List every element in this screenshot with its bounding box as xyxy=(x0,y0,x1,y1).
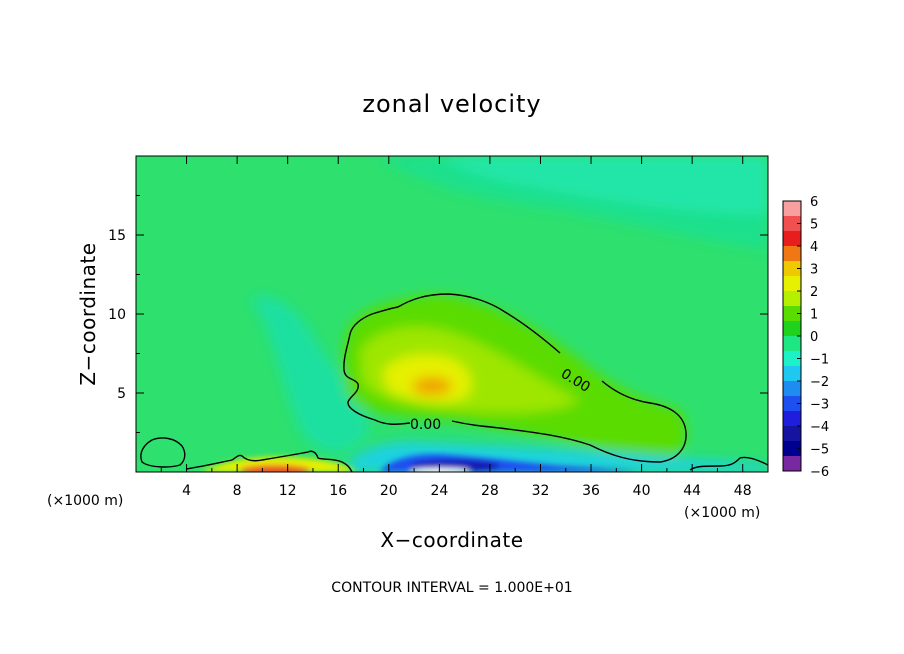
colorbar-swatch xyxy=(783,306,801,322)
colorbar-swatch xyxy=(783,321,801,337)
x-axis: 4 8 12 16 20 24 28 32 36 40 44 48 xyxy=(160,156,752,499)
contour-zero-left xyxy=(140,437,186,468)
colorbar-label: −3 xyxy=(810,398,829,413)
colorbar-swatch xyxy=(783,216,801,232)
x-tick-label: 40 xyxy=(633,483,651,499)
colorbar-swatch xyxy=(783,411,801,427)
contour-zero-surface xyxy=(185,450,768,472)
contour-zero-main xyxy=(343,293,687,463)
colorbar-swatch xyxy=(783,261,801,277)
contour-interval-note: CONTOUR INTERVAL = 1.000E+01 xyxy=(331,580,572,596)
colorbar-swatch xyxy=(783,336,801,352)
colorbar-swatch xyxy=(783,396,801,412)
y-tick-label: 10 xyxy=(108,307,126,323)
field-left-negative xyxy=(250,296,370,453)
colorbar-swatch xyxy=(783,276,801,292)
x-tick-label: 28 xyxy=(481,483,499,499)
x-tick-label: 16 xyxy=(329,483,347,499)
x-tick-label: 4 xyxy=(182,483,191,499)
colorbar-label: 3 xyxy=(810,263,818,278)
field-positive-peak xyxy=(412,377,452,395)
colorbar-label: 4 xyxy=(810,240,818,255)
y-tick-label: 5 xyxy=(117,386,126,402)
colorbar-swatch xyxy=(783,201,801,217)
chart-title: zonal velocity xyxy=(362,90,541,118)
colorbar-swatch xyxy=(783,366,801,382)
colorbar: 6 5 4 3 2 1 0 −1 −2 −3 −4 −5 −6 xyxy=(782,195,829,480)
y-axis-label: Z−coordinate xyxy=(76,242,100,385)
colorbar-swatch xyxy=(783,231,801,247)
y-axis: 5 10 15 xyxy=(108,195,768,433)
colorbar-swatch xyxy=(783,351,801,367)
x-tick-label: 44 xyxy=(683,483,701,499)
x-axis-label: X−coordinate xyxy=(380,528,523,552)
x-tick-label: 12 xyxy=(279,483,297,499)
colorbar-label: −1 xyxy=(810,353,829,368)
field-surface-white xyxy=(410,468,470,472)
colorbar-label: −5 xyxy=(810,443,829,458)
contour-label-lower: 0.00 xyxy=(410,417,441,433)
x-tick-label: 36 xyxy=(582,483,600,499)
colorbar-swatch xyxy=(783,381,801,397)
colorbar-swatch xyxy=(783,426,801,442)
x-unit-left: (×1000 m) xyxy=(47,493,123,509)
colorbar-swatch xyxy=(783,291,801,307)
colorbar-label: 2 xyxy=(810,285,818,300)
colorbar-label: 6 xyxy=(810,195,818,210)
x-tick-label: 24 xyxy=(430,483,448,499)
colorbar-label: −4 xyxy=(810,420,829,435)
x-tick-label: 20 xyxy=(380,483,398,499)
colorbar-label: −6 xyxy=(810,465,829,480)
colorbar-swatch xyxy=(783,246,801,262)
y-tick-label: 15 xyxy=(108,228,126,244)
x-tick-label: 48 xyxy=(734,483,752,499)
plot-area: 0.00 0.00 xyxy=(136,156,768,472)
colorbar-label: 5 xyxy=(810,218,818,233)
field-surface-positive xyxy=(200,456,356,472)
colorbar-swatch xyxy=(783,441,801,457)
field-upper-core xyxy=(440,156,768,215)
x-unit-right: (×1000 m) xyxy=(684,505,760,521)
colorbar-label: 1 xyxy=(810,308,818,323)
field-surface-max xyxy=(240,465,310,472)
colorbar-label: 0 xyxy=(810,330,818,345)
x-tick-label: 8 xyxy=(233,483,242,499)
x-tick-label: 32 xyxy=(532,483,550,499)
colorbar-swatch xyxy=(783,456,801,472)
colorbar-label: −2 xyxy=(810,375,829,390)
